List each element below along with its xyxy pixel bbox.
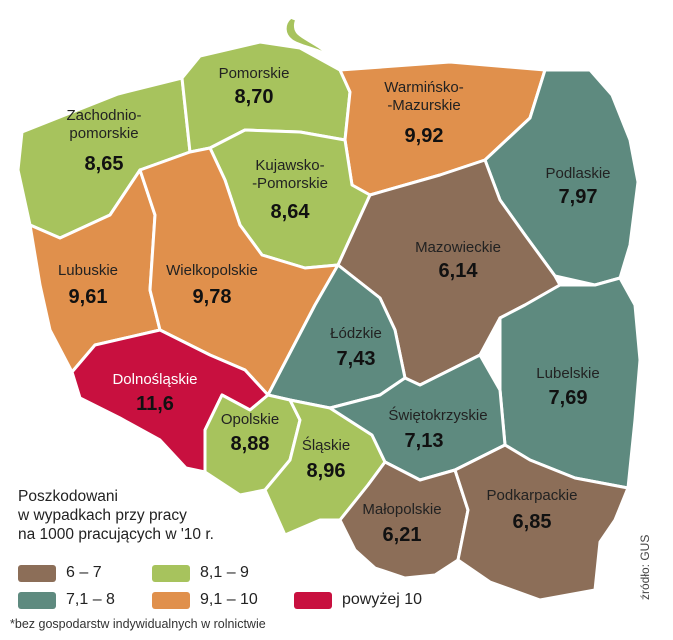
legend-swatch [18,591,56,609]
legend-label: 7,1 – 8 [66,591,115,608]
label-wielkopolskie-name: Wielkopolskie [166,262,258,279]
legend-title: Poszkodowani w wypadkach przy pracy na 1… [18,487,318,544]
region-labels: Pomorskie 8,70 Zachodnio-pomorskie 8,65 … [58,65,611,546]
label-lubelskie-name: Lubelskie [536,365,599,382]
legend-title-line: Poszkodowani [18,488,118,505]
legend-label: 8,1 – 9 [200,564,249,581]
label-warminsko-mazurskie-name: Warmińsko--Mazurskie [384,79,463,114]
footnote: *bez gospodarstw indywidualnych w rolnic… [10,617,266,631]
legend-item-6-7: 6 – 7 [18,563,102,583]
label-mazowieckie-value: 6,14 [439,260,479,282]
label-malopolskie-value: 6,21 [383,524,422,546]
label-lubelskie-value: 7,69 [549,387,588,409]
region-swietokrzyskie [328,353,507,482]
label-podlaskie-name: Podlaskie [545,165,610,182]
legend-swatch [18,564,56,582]
label-malopolskie-name: Małopolskie [362,501,441,518]
label-zachodniopomorskie-value: 8,65 [85,153,124,175]
label-lubuskie-name: Lubuskie [58,262,118,279]
label-dolnoslaskie-value: 11,6 [136,393,174,415]
label-pomorskie-name: Pomorskie [219,65,290,82]
label-swietokrzyskie-name: Świętokrzyskie [388,406,487,424]
legend-label: 6 – 7 [66,564,102,581]
label-kujawsko-pomorskie-value: 8,64 [271,201,311,223]
label-mazowieckie-name: Mazowieckie [415,239,501,256]
label-lubuskie-value: 9,61 [69,286,108,308]
label-podkarpackie-value: 6,85 [513,511,552,533]
label-lodzkie-name: Łódzkie [330,325,382,342]
hel-peninsula [285,17,327,55]
label-kujawsko-pomorskie-name: Kujawsko--Pomorskie [252,157,328,192]
legend-item-8-9: 8,1 – 9 [152,563,249,583]
legend-swatch [152,591,190,609]
label-slaskie-value: 8,96 [307,460,346,482]
legend-label: powyżej 10 [342,591,423,608]
legend-swatch [294,591,332,609]
legend-title-line: na 1000 pracujących w '10 r. [18,526,214,543]
label-pomorskie-value: 8,70 [235,86,274,108]
label-zachodniopomorskie-name: Zachodnio-pomorskie [66,107,141,142]
label-slaskie-name: Śląskie [302,436,350,454]
legend-swatch [152,564,190,582]
label-warminsko-mazurskie-value: 9,92 [405,125,444,147]
legend-item-7-8: 7,1 – 8 [18,590,115,610]
legend-item-9-10: 9,1 – 10 [152,590,258,610]
label-swietokrzyskie-value: 7,13 [405,430,444,452]
region-podkarpackie [453,443,630,602]
label-wielkopolskie-value: 9,78 [193,286,232,308]
legend-title-line: w wypadkach przy pracy [18,507,187,524]
label-opolskie-name: Opolskie [221,411,279,428]
label-opolskie-value: 8,88 [231,433,270,455]
label-dolnoslaskie-name: Dolnośląskie [112,371,197,388]
legend-label: 9,1 – 10 [200,591,258,608]
label-podlaskie-value: 7,97 [559,186,598,208]
source-credit: źródło: GUS [638,534,652,600]
legend-item-above-10: powyżej 10 [294,590,422,610]
label-lodzkie-value: 7,43 [337,348,376,370]
label-podkarpackie-name: Podkarpackie [487,487,578,504]
